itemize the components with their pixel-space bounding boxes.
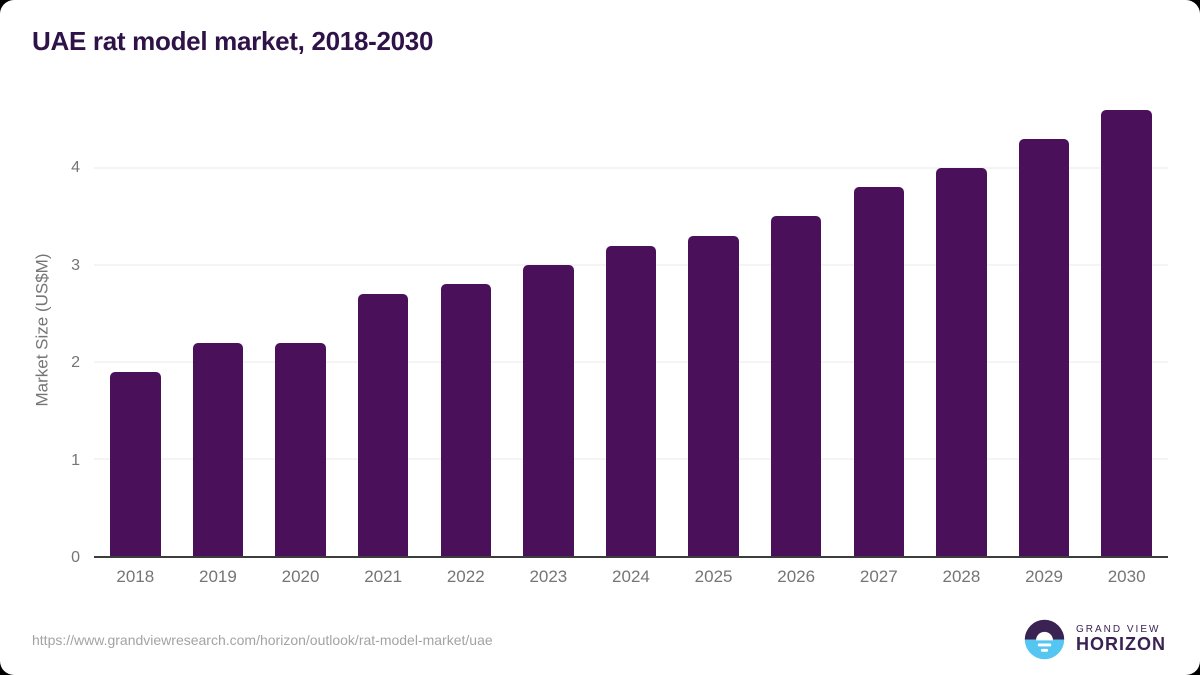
bar-slot <box>424 100 507 556</box>
y-tick-label: 1 <box>71 451 80 469</box>
bar-slot <box>342 100 425 556</box>
bar-2024 <box>605 245 657 556</box>
bar-2018 <box>110 371 161 556</box>
bar-slot <box>837 100 920 556</box>
bars-container <box>94 100 1168 556</box>
bar-slot <box>507 100 590 556</box>
gridline <box>94 167 1168 169</box>
horizon-sun-icon <box>1024 619 1065 660</box>
x-tick-label: 2018 <box>116 567 155 586</box>
bar-slot <box>94 100 177 556</box>
chart-title: UAE rat model market, 2018-2030 <box>32 26 434 56</box>
logo-text: GRAND VIEW HORIZON <box>1076 624 1166 655</box>
bar-2029 <box>1018 138 1070 556</box>
logo-horizon-label: HORIZON <box>1076 634 1166 655</box>
bar-slot <box>177 100 260 556</box>
bar-chart: Market Size (US$M) 0 1 2 3 4 2018 2019 2020 202… <box>30 100 1168 587</box>
bar-2019 <box>192 342 244 556</box>
x-tick-label: 2030 <box>1107 567 1146 586</box>
source-url: https://www.grandviewresearch.com/horizo… <box>32 631 493 648</box>
x-tick-label: 2027 <box>859 567 898 586</box>
x-tick-label: 2021 <box>364 567 403 586</box>
logo-grand-view-label: GRAND VIEW <box>1076 624 1161 636</box>
x-tick-label: 2019 <box>199 567 237 586</box>
y-axis-title-column: Market Size (US$M) <box>30 100 56 560</box>
y-axis-ticks: 0 1 2 3 4 <box>56 100 94 566</box>
x-tick-label: 2029 <box>1025 567 1063 586</box>
bar-slot <box>755 100 838 556</box>
bar-2026 <box>770 216 822 556</box>
grand-view-horizon-logo: GRAND VIEW HORIZON <box>1023 618 1166 661</box>
bar-2022 <box>440 284 491 556</box>
y-axis-title: Market Size (US$M) <box>33 253 52 407</box>
footer: https://www.grandviewresearch.com/horizo… <box>32 618 1166 661</box>
x-tick-label: 2023 <box>529 567 568 586</box>
x-tick-label: 2024 <box>612 567 650 586</box>
bar-2028 <box>936 167 987 556</box>
x-tick-label: 2028 <box>942 567 981 586</box>
x-tick-label: 2022 <box>446 567 485 586</box>
bar-slot <box>1085 100 1168 556</box>
y-tick-label: 2 <box>71 354 80 372</box>
x-tick-label: 2020 <box>281 567 320 586</box>
bar-slot <box>259 100 342 556</box>
bar-slot <box>672 100 755 556</box>
plot-area <box>94 100 1168 558</box>
bar-2020 <box>275 342 326 556</box>
y-tick-label: 4 <box>71 159 80 177</box>
bar-2025 <box>688 235 739 556</box>
bar-2023 <box>523 264 574 556</box>
x-tick-label: 2025 <box>694 567 733 586</box>
y-tick-label: 0 <box>71 549 80 566</box>
plot-column: 2018 2019 2020 2021 2022 2023 2024 2025 2026 2027… <box>94 100 1168 587</box>
bar-2027 <box>853 187 904 556</box>
y-tick-label: 3 <box>71 256 80 274</box>
bar-slot <box>920 100 1003 556</box>
bar-2021 <box>357 294 409 556</box>
bar-slot <box>1003 100 1086 556</box>
x-tick-label: 2026 <box>777 567 816 586</box>
x-axis-labels: 2018 2019 2020 2021 2022 2023 2024 2025 2026 2027… <box>94 567 1168 587</box>
bar-slot <box>590 100 673 556</box>
bar-2030 <box>1101 109 1152 556</box>
